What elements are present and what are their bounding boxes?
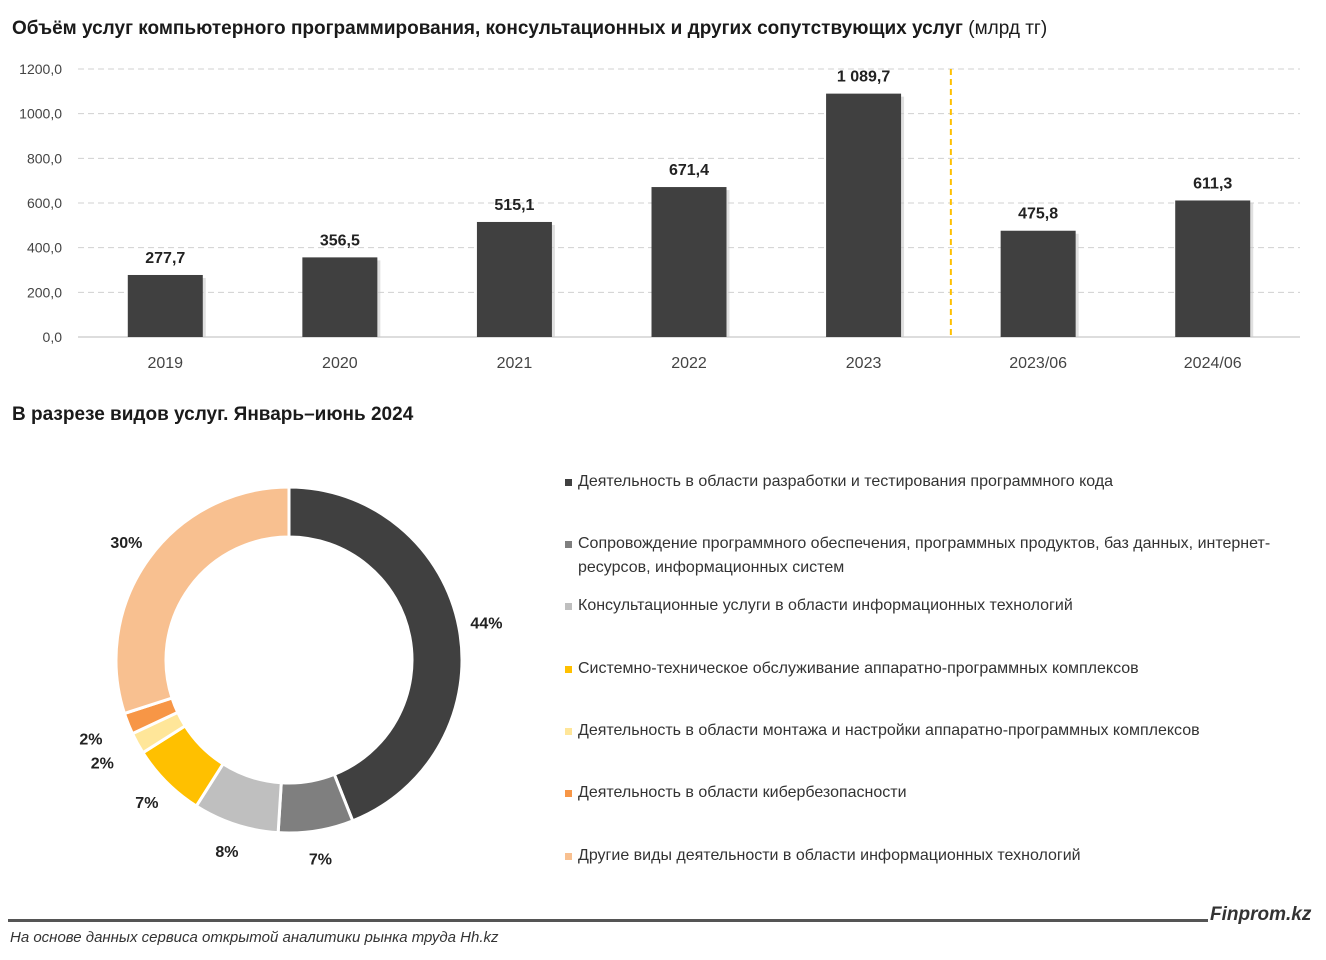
footer-divider xyxy=(8,919,1208,922)
x-tick-label: 2024/06 xyxy=(1184,355,1242,372)
title-unit: (млрд тг) xyxy=(968,18,1048,39)
data-label: 515,1 xyxy=(494,197,534,214)
bar xyxy=(1175,200,1251,337)
slice-label: 30% xyxy=(110,535,142,552)
x-tick-label: 2019 xyxy=(147,355,183,372)
x-tick-label: 2020 xyxy=(322,355,358,372)
legend-item: Другие виды деятельности в области инфор… xyxy=(565,844,1081,868)
legend-swatch xyxy=(565,728,572,735)
legend-swatch xyxy=(565,479,572,486)
y-tick-label: 1000,0 xyxy=(19,106,62,122)
source-note: На основе данных сервиса открытой аналит… xyxy=(10,929,499,946)
bar-chart-title: Объём услуг компьютерного программирован… xyxy=(12,18,1047,40)
y-tick-label: 200,0 xyxy=(27,284,62,300)
bar xyxy=(476,221,552,337)
legend-item: Системно-техническое обслуживание аппара… xyxy=(565,657,1139,681)
legend-label: Сопровождение программного обеспечения, … xyxy=(578,535,1271,576)
legend-item: Деятельность в области монтажа и настрой… xyxy=(565,719,1200,743)
legend-label: Деятельность в области разработки и тест… xyxy=(578,473,1114,490)
legend-item: Деятельность в области кибербезопасности xyxy=(565,781,907,805)
legend-swatch xyxy=(565,603,572,610)
slice-label: 7% xyxy=(309,852,332,869)
legend-label: Другие виды деятельности в области инфор… xyxy=(578,847,1081,864)
data-label: 671,4 xyxy=(669,162,709,179)
legend-swatch xyxy=(565,790,572,797)
legend-item: Сопровождение программного обеспечения, … xyxy=(565,532,1305,580)
data-label: 611,3 xyxy=(1193,175,1232,192)
y-tick-label: 1200,0 xyxy=(19,61,62,77)
slice-label: 2% xyxy=(79,731,102,748)
bar xyxy=(651,187,727,337)
data-label: 277,7 xyxy=(145,250,185,267)
bar xyxy=(302,257,378,337)
y-tick-label: 0,0 xyxy=(43,329,63,345)
legend-label: Консультационные услуги в области информ… xyxy=(578,597,1073,614)
bar xyxy=(826,93,902,337)
donut-chart-title: В разрезе видов услуг. Январь–июнь 2024 xyxy=(12,404,414,425)
donut-slice xyxy=(114,485,291,716)
x-tick-label: 2023 xyxy=(846,355,882,372)
data-label: 475,8 xyxy=(1018,206,1058,223)
slice-label: 44% xyxy=(470,615,502,632)
legend-label: Деятельность в области кибербезопасности xyxy=(578,784,907,801)
data-label: 1 089,7 xyxy=(837,69,890,86)
legend-swatch xyxy=(565,666,572,673)
legend-item: Деятельность в области разработки и тест… xyxy=(565,470,1113,494)
bar xyxy=(127,274,203,337)
x-tick-label: 2022 xyxy=(671,355,707,372)
legend-swatch xyxy=(565,853,572,860)
legend-label: Системно-техническое обслуживание аппара… xyxy=(578,660,1139,677)
data-label: 356,5 xyxy=(320,232,360,249)
legend-label: Деятельность в области монтажа и настрой… xyxy=(578,722,1200,739)
legend-item: Консультационные услуги в области информ… xyxy=(565,594,1073,618)
slice-label: 7% xyxy=(135,795,158,812)
x-tick-label: 2023/06 xyxy=(1009,355,1067,372)
y-tick-label: 400,0 xyxy=(27,240,62,256)
x-tick-label: 2021 xyxy=(497,355,533,372)
y-tick-label: 800,0 xyxy=(27,150,62,166)
slice-label: 2% xyxy=(91,756,114,773)
bar xyxy=(1000,230,1076,337)
legend-swatch xyxy=(565,541,572,548)
y-tick-label: 600,0 xyxy=(27,195,62,211)
title-text: Объём услуг компьютерного программирован… xyxy=(12,18,963,39)
slice-label: 8% xyxy=(215,844,238,861)
brand-logo: Finprom.kz xyxy=(1210,904,1312,925)
donut-slice xyxy=(287,485,464,823)
